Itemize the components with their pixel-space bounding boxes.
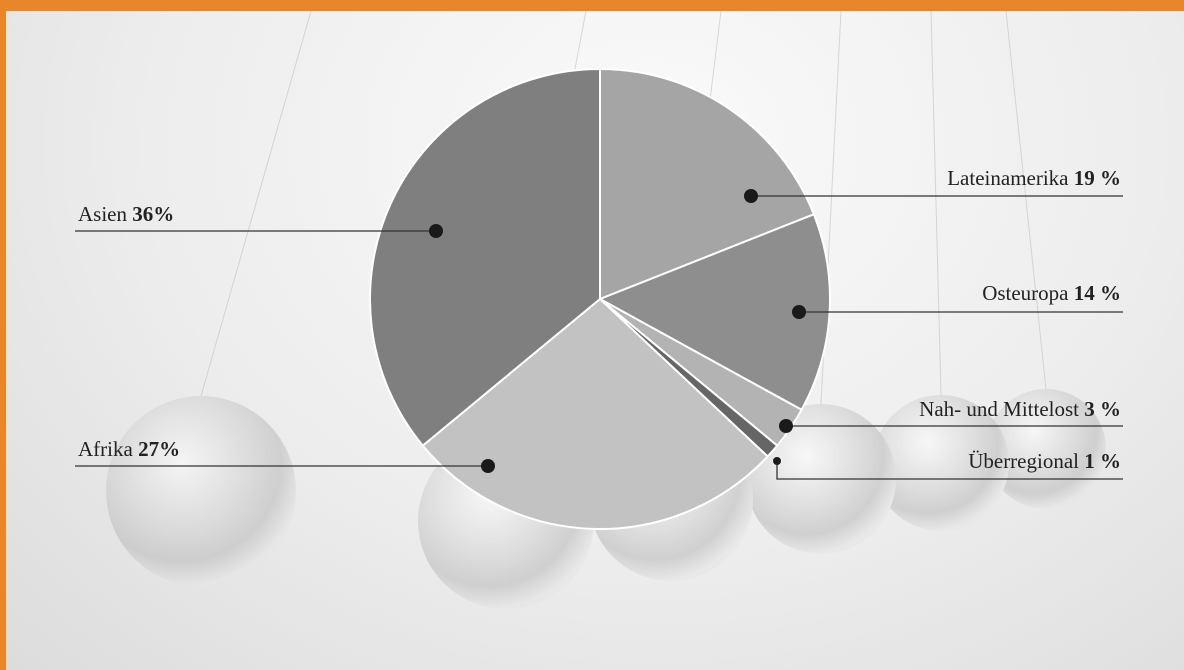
leader-dot xyxy=(481,459,495,473)
pie-chart: Lateinamerika 19 % Osteuropa 14 % Nah- und… xyxy=(75,11,1123,609)
pendulum-ball xyxy=(106,396,296,586)
slice-label-name: Lateinamerika xyxy=(947,166,1074,190)
leader-line xyxy=(776,461,1123,480)
pendulum-string xyxy=(930,11,942,396)
leader-dot xyxy=(773,457,781,465)
slice-label-name: Osteuropa xyxy=(982,281,1074,305)
slice-label-value: 36% xyxy=(132,202,174,226)
slice-label-value: 1 % xyxy=(1084,449,1121,473)
pie-slice xyxy=(369,67,601,448)
slice-label-value: 19 % xyxy=(1074,166,1121,190)
slice-label: Osteuropa 14 % xyxy=(982,281,1121,305)
slice-label-value: 14 % xyxy=(1074,281,1121,305)
leader-dot xyxy=(779,419,793,433)
pendulum-string xyxy=(200,11,312,397)
pie-slice xyxy=(597,213,831,412)
slice-label: Lateinamerika 19 % xyxy=(947,166,1121,190)
pendulum-ball xyxy=(873,395,1009,531)
pie-slice xyxy=(599,67,816,301)
slice-label: Afrika 27% xyxy=(78,437,180,461)
slice-label: Asien 36% xyxy=(78,202,174,226)
slice-label: Überregional 1 % xyxy=(968,449,1121,473)
leader-dot xyxy=(429,224,443,238)
pie-slice xyxy=(421,297,770,530)
leader-dot xyxy=(744,189,758,203)
leader-dot xyxy=(792,305,806,319)
slice-label-name: Asien xyxy=(78,202,132,226)
slice-label-name: Überregional xyxy=(968,449,1084,473)
slice-label: Nah- und Mittelost 3 % xyxy=(919,397,1121,421)
slice-label-name: Afrika xyxy=(78,437,138,461)
pendulum-string xyxy=(1005,11,1047,390)
slice-label-name: Nah- und Mittelost xyxy=(919,397,1084,421)
slice-label-value: 27% xyxy=(138,437,180,461)
slice-label-value: 3 % xyxy=(1084,397,1121,421)
